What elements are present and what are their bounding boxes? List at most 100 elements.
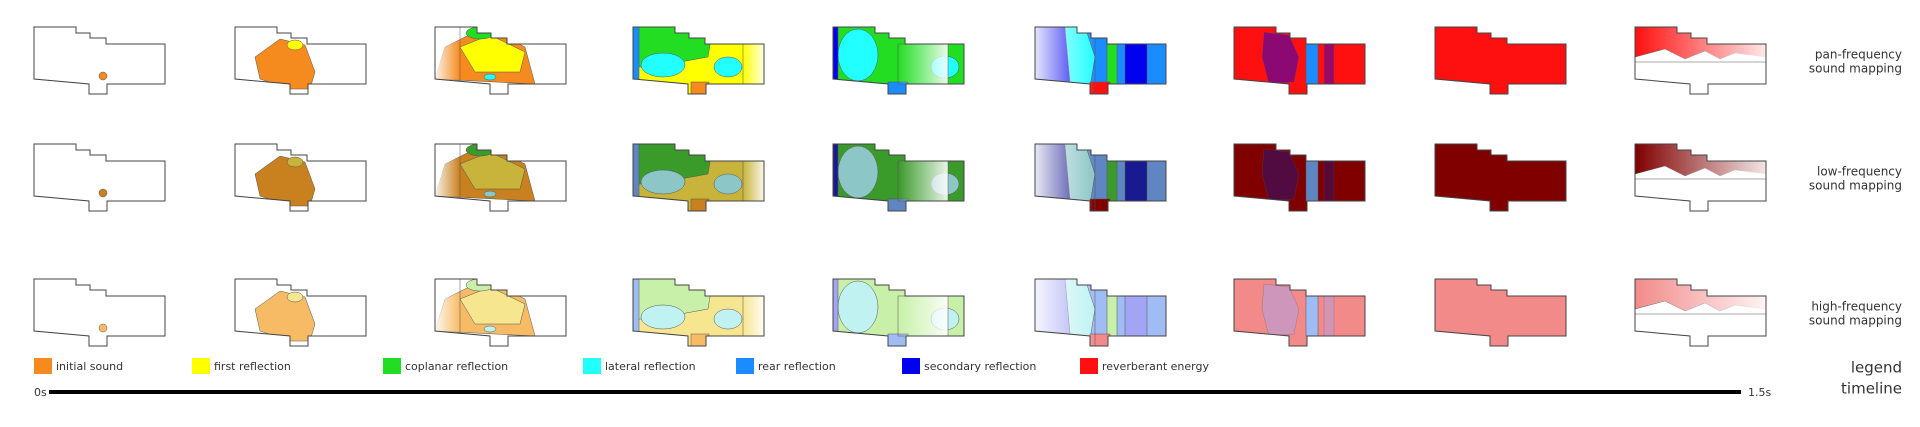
floor-plan [434,143,567,212]
region [742,43,764,85]
floor-plan [1034,26,1167,95]
legend-swatch [34,358,52,374]
legend-label: rear reflection [758,360,836,373]
plan-fill [98,188,108,198]
region [254,38,316,90]
region [640,304,686,330]
floor-plan [33,143,166,212]
plan-outline [434,143,567,212]
floor-plan [1233,26,1366,95]
legend-label: coplanar reflection [405,360,508,373]
thumbnails [33,26,1767,347]
region [640,169,686,195]
plan-outline [234,143,367,212]
floor-plan [1634,278,1767,347]
region [435,144,461,205]
region [1323,43,1335,85]
region [633,27,640,83]
region [1261,31,1300,85]
floor-plan [832,278,965,347]
plan-outline [1634,26,1767,95]
plan-outline [1034,278,1167,347]
region [98,188,108,198]
legend-label: initial sound [56,360,123,373]
plan-fill [435,144,536,205]
region [254,290,316,342]
region [1323,160,1335,202]
plan-outline [1233,278,1366,347]
region [713,56,743,78]
region [897,160,949,202]
floor-plan [1434,26,1567,95]
plan-fill [98,323,108,333]
floor-plan [234,278,367,347]
plan-outline [1233,26,1366,95]
floor-plan [434,26,567,95]
legend-label: first reflection [214,360,291,373]
legend-swatch [192,358,210,374]
floor-plan [33,278,166,347]
floor-plan [632,26,765,95]
region [837,28,879,82]
region [286,156,304,168]
plan-outline [1634,278,1767,347]
plan-fill [254,290,316,342]
region [483,190,497,198]
region [286,39,304,51]
region [1305,295,1319,337]
timeline-end: 1.5s [1748,386,1771,399]
floor-plan [1034,278,1167,347]
region [1305,43,1319,85]
floor-plan [832,26,965,95]
floor-plan [1434,278,1567,347]
plan-fill [633,144,764,211]
plan-outline [1233,143,1366,212]
plan-outline [33,26,166,95]
floor-plan [632,143,765,212]
floor-plan [1233,278,1366,347]
region [713,173,743,195]
plan-outline [832,143,965,212]
row-label: sound mapping [1809,62,1902,76]
region [897,295,949,337]
row-label: pan-frequency [1815,48,1902,62]
legend-swatch [1080,358,1098,374]
plan-outline [632,143,765,212]
region [1124,295,1148,337]
region [897,43,949,85]
plan-outline [434,26,567,95]
floor-plan [1634,143,1767,212]
plan-outline [632,278,765,347]
floor-plan [1634,26,1767,95]
plan-fill [98,71,108,81]
plan-outline [1634,143,1767,212]
plan-outline [434,278,567,347]
floor-plan [234,143,367,212]
legend-swatch [902,358,920,374]
region [286,291,304,303]
region [483,325,497,333]
region [1106,38,1118,90]
legend-swatch [736,358,754,374]
region [837,280,879,334]
row-label: sound mapping [1809,314,1902,328]
region [1261,283,1300,337]
plan-outline [632,26,765,95]
plan-outline [1034,26,1167,95]
region [98,323,108,333]
plan-outline [1434,143,1567,212]
plan-fill [435,27,536,88]
region [1305,160,1319,202]
region [640,52,686,78]
region [435,279,461,340]
region [1261,148,1300,202]
plan-fill [435,279,536,340]
region [633,279,640,335]
region [837,145,879,199]
region [833,27,839,83]
floor-plan [1034,143,1167,212]
floor-plan [1233,143,1366,212]
plan-outline [1434,278,1567,347]
region [1323,295,1335,337]
